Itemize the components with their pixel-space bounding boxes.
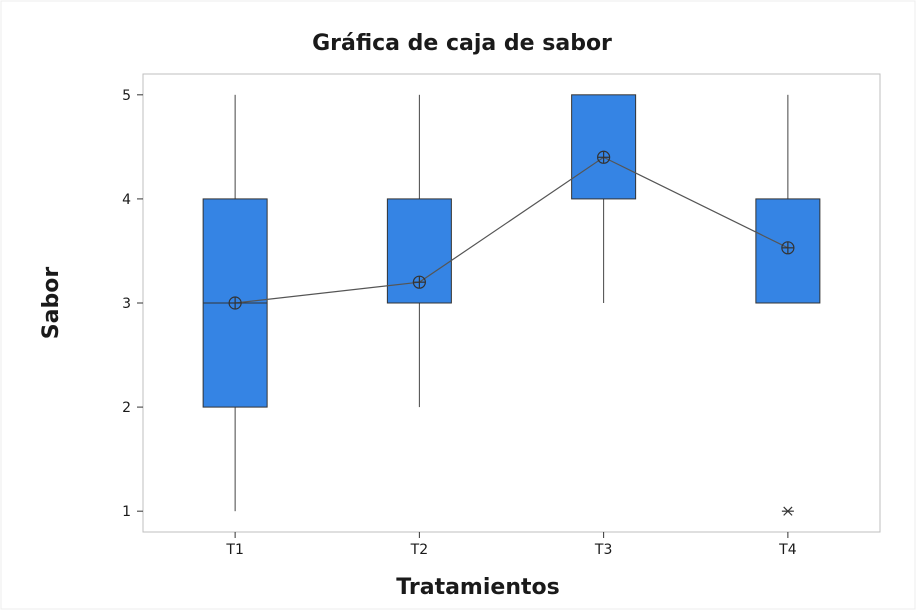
mean-marker-t4 (781, 241, 795, 255)
y-tick-label: 2 (122, 400, 131, 416)
outlier-marker (781, 506, 794, 516)
x-axis-label: Tratamientos (396, 575, 559, 600)
mean-marker-t2 (412, 275, 426, 289)
chart-title: Gráfica de caja de sabor (312, 31, 612, 56)
mean-marker-t3 (597, 150, 611, 164)
y-axis-label: Sabor (39, 267, 64, 340)
x-tick-label: T2 (410, 542, 428, 558)
y-tick-label: 5 (122, 88, 131, 104)
box-t3 (571, 94, 637, 200)
x-axis: T1 T2 T3 T4 (225, 532, 797, 558)
mean-marker-t1 (228, 296, 242, 310)
x-tick-label: T4 (778, 542, 797, 558)
y-tick-label: 4 (122, 192, 131, 208)
y-axis: 1 2 3 4 5 (122, 88, 143, 520)
y-tick-label: 3 (122, 296, 131, 312)
mean-line-group (235, 156, 789, 304)
y-tick-label: 1 (122, 504, 131, 520)
means-group (228, 150, 795, 310)
outlier-stroke-d2 (783, 506, 793, 516)
boxes-group (202, 94, 821, 512)
x-tick-label: T1 (225, 542, 243, 558)
mean-connect-line (235, 156, 789, 304)
outliers-group (781, 506, 794, 516)
x-tick-label: T3 (594, 542, 612, 558)
